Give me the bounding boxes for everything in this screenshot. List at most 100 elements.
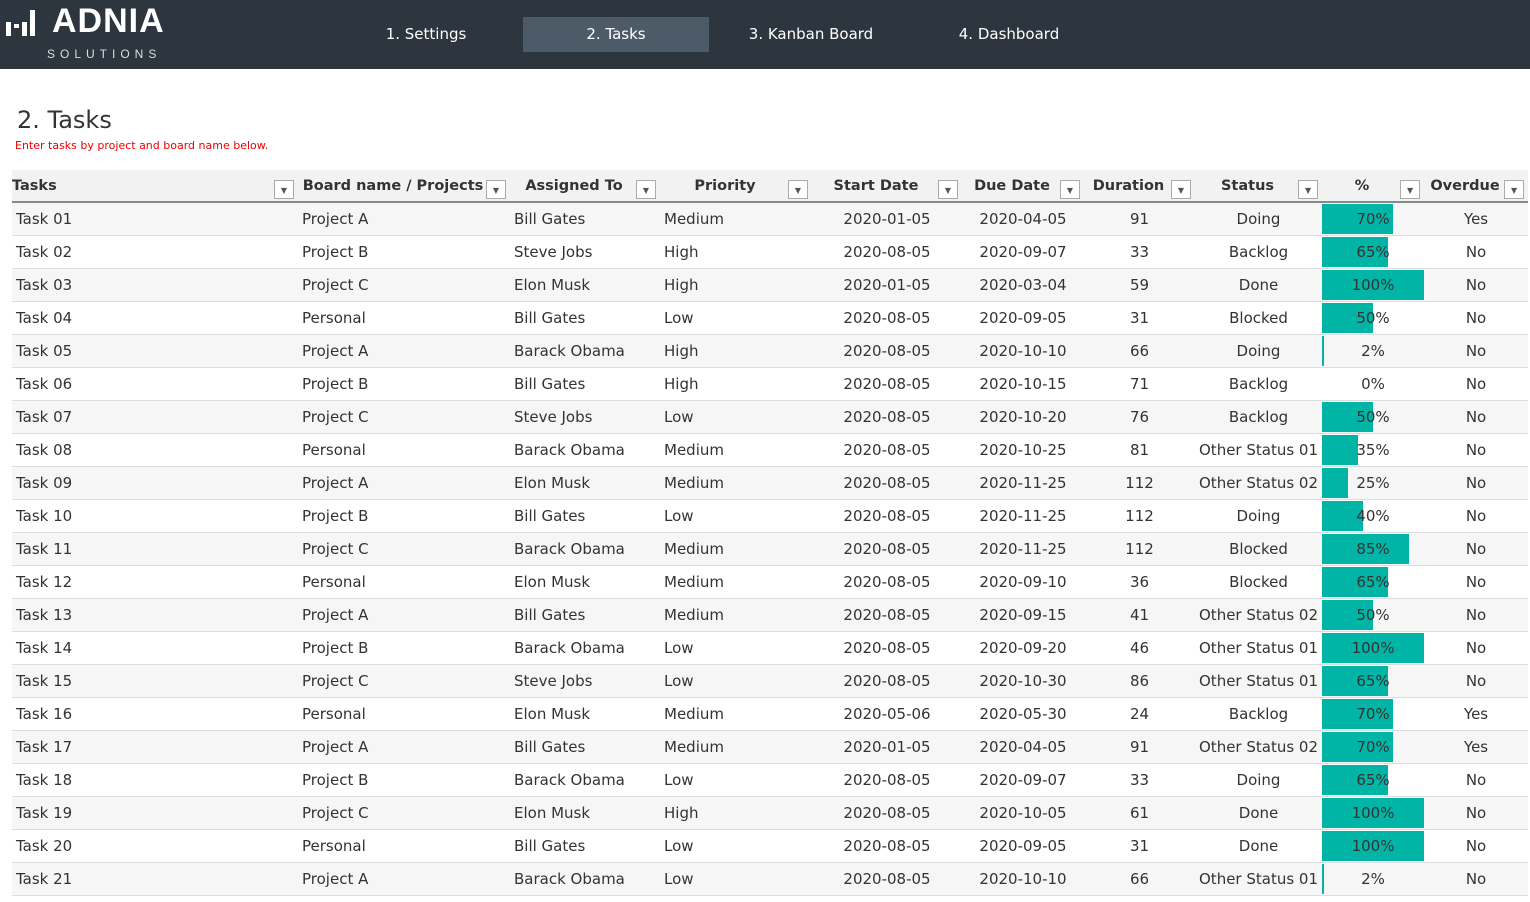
cell-due-date[interactable]: 2020-09-05: [962, 301, 1084, 335]
cell-board[interactable]: Project B: [298, 763, 510, 797]
cell-status[interactable]: Other Status 01: [1195, 862, 1323, 896]
cell-priority[interactable]: Medium: [660, 697, 812, 731]
cell-start-date[interactable]: 2020-08-05: [812, 631, 962, 665]
cell-tasks[interactable]: Task 17: [12, 730, 298, 764]
cell-priority[interactable]: Medium: [660, 532, 812, 566]
cell-due-date[interactable]: 2020-10-15: [962, 367, 1084, 401]
cell-overdue[interactable]: No: [1424, 565, 1529, 599]
cell-assigned-to[interactable]: Elon Musk: [510, 466, 660, 500]
cell-tasks[interactable]: Task 13: [12, 598, 298, 632]
cell-priority[interactable]: Low: [660, 829, 812, 863]
filter-dropdown-icon[interactable]: ▼: [1504, 180, 1525, 199]
cell-duration[interactable]: 33: [1084, 235, 1195, 269]
cell-due-date[interactable]: 2020-09-20: [962, 631, 1084, 665]
cell-duration[interactable]: 24: [1084, 697, 1195, 731]
cell-priority[interactable]: High: [660, 235, 812, 269]
cell-start-date[interactable]: 2020-01-05: [812, 730, 962, 764]
nav-dashboard[interactable]: 4. Dashboard: [958, 25, 1060, 43]
cell-assigned-to[interactable]: Elon Musk: [510, 268, 660, 302]
cell-assigned-to[interactable]: Elon Musk: [510, 796, 660, 830]
cell-duration[interactable]: 31: [1084, 829, 1195, 863]
cell-priority[interactable]: High: [660, 334, 812, 368]
cell-board[interactable]: Personal: [298, 697, 510, 731]
nav-settings[interactable]: 1. Settings: [385, 25, 467, 43]
cell-board[interactable]: Project A: [298, 466, 510, 500]
cell-start-date[interactable]: 2020-08-05: [812, 598, 962, 632]
cell-tasks[interactable]: Task 14: [12, 631, 298, 665]
cell-overdue[interactable]: Yes: [1424, 202, 1529, 236]
cell-duration[interactable]: 91: [1084, 730, 1195, 764]
cell-status[interactable]: Blocked: [1195, 532, 1323, 566]
cell-tasks[interactable]: Task 19: [12, 796, 298, 830]
cell-percent[interactable]: 65%: [1322, 763, 1425, 797]
cell-duration[interactable]: 76: [1084, 400, 1195, 434]
cell-due-date[interactable]: 2020-05-30: [962, 697, 1084, 731]
cell-status[interactable]: Other Status 01: [1195, 664, 1323, 698]
cell-overdue[interactable]: No: [1424, 862, 1529, 896]
cell-duration[interactable]: 36: [1084, 565, 1195, 599]
cell-percent[interactable]: 50%: [1322, 400, 1425, 434]
cell-due-date[interactable]: 2020-03-04: [962, 268, 1084, 302]
cell-due-date[interactable]: 2020-11-25: [962, 466, 1084, 500]
nav-tasks[interactable]: 2. Tasks: [523, 17, 709, 52]
cell-overdue[interactable]: No: [1424, 796, 1529, 830]
cell-due-date[interactable]: 2020-10-05: [962, 796, 1084, 830]
cell-percent[interactable]: 65%: [1322, 235, 1425, 269]
cell-overdue[interactable]: No: [1424, 532, 1529, 566]
cell-board[interactable]: Project A: [298, 862, 510, 896]
cell-due-date[interactable]: 2020-09-07: [962, 763, 1084, 797]
cell-status[interactable]: Blocked: [1195, 565, 1323, 599]
cell-duration[interactable]: 112: [1084, 499, 1195, 533]
cell-priority[interactable]: Medium: [660, 202, 812, 236]
cell-status[interactable]: Done: [1195, 829, 1323, 863]
cell-assigned-to[interactable]: Steve Jobs: [510, 400, 660, 434]
cell-overdue[interactable]: No: [1424, 367, 1529, 401]
cell-board[interactable]: Project C: [298, 268, 510, 302]
cell-duration[interactable]: 33: [1084, 763, 1195, 797]
cell-duration[interactable]: 91: [1084, 202, 1195, 236]
cell-status[interactable]: Backlog: [1195, 235, 1323, 269]
cell-board[interactable]: Project B: [298, 499, 510, 533]
cell-status[interactable]: Doing: [1195, 334, 1323, 368]
cell-board[interactable]: Personal: [298, 829, 510, 863]
cell-start-date[interactable]: 2020-08-05: [812, 829, 962, 863]
cell-tasks[interactable]: Task 11: [12, 532, 298, 566]
cell-start-date[interactable]: 2020-08-05: [812, 334, 962, 368]
filter-dropdown-icon[interactable]: ▼: [1060, 180, 1080, 199]
cell-percent[interactable]: 50%: [1322, 598, 1425, 632]
cell-priority[interactable]: Low: [660, 301, 812, 335]
cell-tasks[interactable]: Task 15: [12, 664, 298, 698]
cell-percent[interactable]: 70%: [1322, 730, 1425, 764]
cell-overdue[interactable]: Yes: [1424, 697, 1529, 731]
cell-percent[interactable]: 65%: [1322, 565, 1425, 599]
cell-status[interactable]: Done: [1195, 268, 1323, 302]
cell-percent[interactable]: 2%: [1322, 862, 1425, 896]
cell-tasks[interactable]: Task 21: [12, 862, 298, 896]
cell-tasks[interactable]: Task 02: [12, 235, 298, 269]
cell-overdue[interactable]: No: [1424, 763, 1529, 797]
cell-status[interactable]: Backlog: [1195, 367, 1323, 401]
cell-board[interactable]: Project C: [298, 796, 510, 830]
cell-assigned-to[interactable]: Barack Obama: [510, 763, 660, 797]
cell-assigned-to[interactable]: Bill Gates: [510, 202, 660, 236]
cell-start-date[interactable]: 2020-08-05: [812, 400, 962, 434]
cell-priority[interactable]: Medium: [660, 730, 812, 764]
cell-priority[interactable]: Low: [660, 664, 812, 698]
cell-percent[interactable]: 35%: [1322, 433, 1425, 467]
cell-board[interactable]: Project B: [298, 367, 510, 401]
cell-board[interactable]: Project B: [298, 631, 510, 665]
cell-status[interactable]: Backlog: [1195, 400, 1323, 434]
cell-percent[interactable]: 25%: [1322, 466, 1425, 500]
cell-duration[interactable]: 41: [1084, 598, 1195, 632]
cell-tasks[interactable]: Task 09: [12, 466, 298, 500]
cell-tasks[interactable]: Task 03: [12, 268, 298, 302]
cell-assigned-to[interactable]: Barack Obama: [510, 631, 660, 665]
cell-priority[interactable]: Medium: [660, 565, 812, 599]
cell-due-date[interactable]: 2020-09-15: [962, 598, 1084, 632]
cell-status[interactable]: Backlog: [1195, 697, 1323, 731]
cell-due-date[interactable]: 2020-10-30: [962, 664, 1084, 698]
cell-assigned-to[interactable]: Bill Gates: [510, 499, 660, 533]
cell-assigned-to[interactable]: Barack Obama: [510, 532, 660, 566]
cell-priority[interactable]: High: [660, 367, 812, 401]
cell-duration[interactable]: 86: [1084, 664, 1195, 698]
